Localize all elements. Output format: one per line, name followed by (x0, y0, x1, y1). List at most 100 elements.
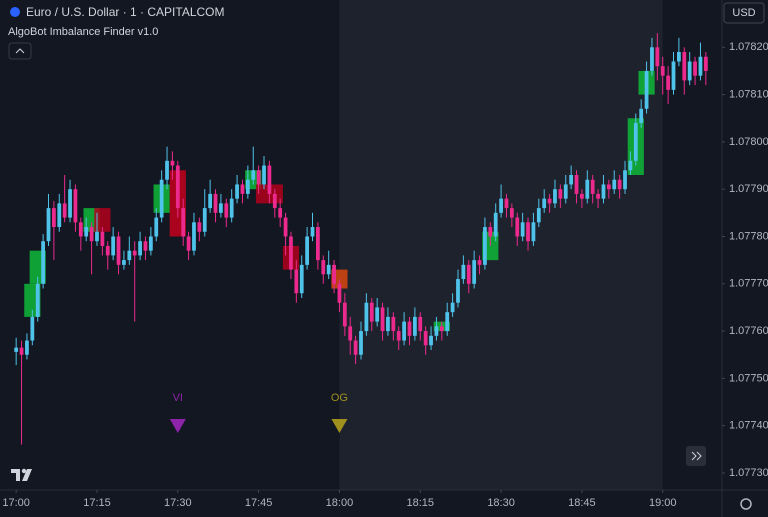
candle-body (219, 203, 223, 213)
x-tick-label: 18:00 (326, 497, 354, 509)
candle-body (606, 184, 611, 190)
candle-body (509, 208, 514, 218)
candle-body (666, 75, 671, 90)
candle-body (461, 264, 466, 280)
candle-body (310, 227, 315, 237)
candle-body (170, 160, 175, 166)
candle-body (429, 335, 433, 346)
y-tick-label: 1.07760 (729, 325, 768, 337)
x-tick-label: 18:45 (568, 497, 596, 509)
candle-body (617, 179, 622, 190)
x-tick-label: 18:15 (407, 497, 435, 509)
collapse-button[interactable] (8, 42, 32, 60)
candle-body (434, 326, 439, 336)
candle-body (62, 203, 67, 218)
currency-label: USD (732, 7, 755, 19)
candle-body (563, 184, 568, 199)
candle-body (111, 236, 116, 256)
candle-body (590, 179, 595, 194)
candle-body (402, 321, 406, 341)
candle-body (181, 208, 186, 237)
candle-body (504, 198, 509, 209)
candle-body (536, 208, 541, 223)
candle-body (240, 184, 245, 194)
y-tick-label: 1.07750 (729, 372, 768, 384)
y-tick-label: 1.07790 (729, 183, 768, 195)
candle-body (342, 302, 347, 327)
candle-body (639, 108, 644, 123)
candle-body (386, 316, 390, 332)
indicator-title: AlgoBot Imbalance Finder v1.0 (8, 26, 158, 38)
candle-body (175, 165, 180, 209)
candle-body (407, 321, 412, 336)
marker-label: VI (173, 392, 183, 404)
candle-body (251, 170, 256, 180)
x-tick-label: 19:00 (649, 497, 677, 509)
logo-part (22, 469, 32, 481)
candle-body (289, 236, 293, 270)
candle-body (46, 208, 51, 242)
y-tick-label: 1.07820 (729, 41, 768, 53)
candle-body (445, 312, 450, 332)
session-layer (339, 0, 663, 490)
candle-body (278, 208, 283, 218)
candle-body (628, 160, 633, 171)
candle-body (14, 347, 19, 352)
candle-body (116, 236, 121, 265)
candle-body (208, 193, 213, 209)
currency-button[interactable] (723, 2, 765, 24)
candle-body (623, 170, 627, 190)
x-tick-label: 18:30 (487, 497, 515, 509)
candle-body (574, 175, 579, 194)
marker-label: OG (331, 392, 348, 404)
candle-body (245, 179, 250, 194)
candle-body (703, 56, 708, 71)
candle-body (660, 66, 665, 76)
candle-body (585, 179, 590, 199)
candle-body (272, 193, 277, 209)
marker-triangle (169, 419, 186, 433)
candle-body (235, 184, 239, 199)
candle-body (202, 208, 207, 232)
candle-body (515, 217, 520, 237)
session-highlight (339, 0, 663, 490)
candle-body (687, 61, 692, 81)
candle-body (84, 227, 89, 237)
candle-body (677, 52, 681, 62)
candle-body (418, 316, 423, 332)
candle-body (197, 222, 202, 232)
candle-body (192, 222, 196, 251)
candle-body (283, 217, 288, 237)
logo-part (11, 469, 20, 481)
candle-body (682, 52, 687, 81)
y-tick-label: 1.07800 (729, 136, 768, 148)
candle-body (224, 203, 229, 218)
candle-body (569, 175, 574, 185)
settings-button[interactable] (740, 498, 752, 510)
candle-body (19, 347, 24, 355)
candle-body (596, 193, 600, 199)
candle-body (633, 122, 638, 161)
candle-body (391, 316, 396, 332)
candle-body (671, 61, 676, 90)
candle-body (542, 198, 547, 209)
y-tick-label: 1.07770 (729, 278, 768, 290)
candle-body (412, 316, 417, 336)
candle-body (580, 193, 584, 199)
candle-body (547, 198, 552, 204)
candle-body (95, 231, 99, 242)
candle-body (186, 236, 191, 251)
candle-body (105, 245, 110, 256)
candle-body (450, 302, 455, 313)
candle-body (337, 283, 342, 303)
candle-body (439, 326, 444, 332)
marks-layer: VI OG (14, 33, 708, 445)
candle-body (332, 264, 336, 284)
marker-triangle (331, 419, 348, 433)
candle-body (89, 227, 94, 242)
candle-body (396, 331, 401, 341)
candle-body (316, 227, 320, 261)
candle-body (380, 307, 385, 332)
